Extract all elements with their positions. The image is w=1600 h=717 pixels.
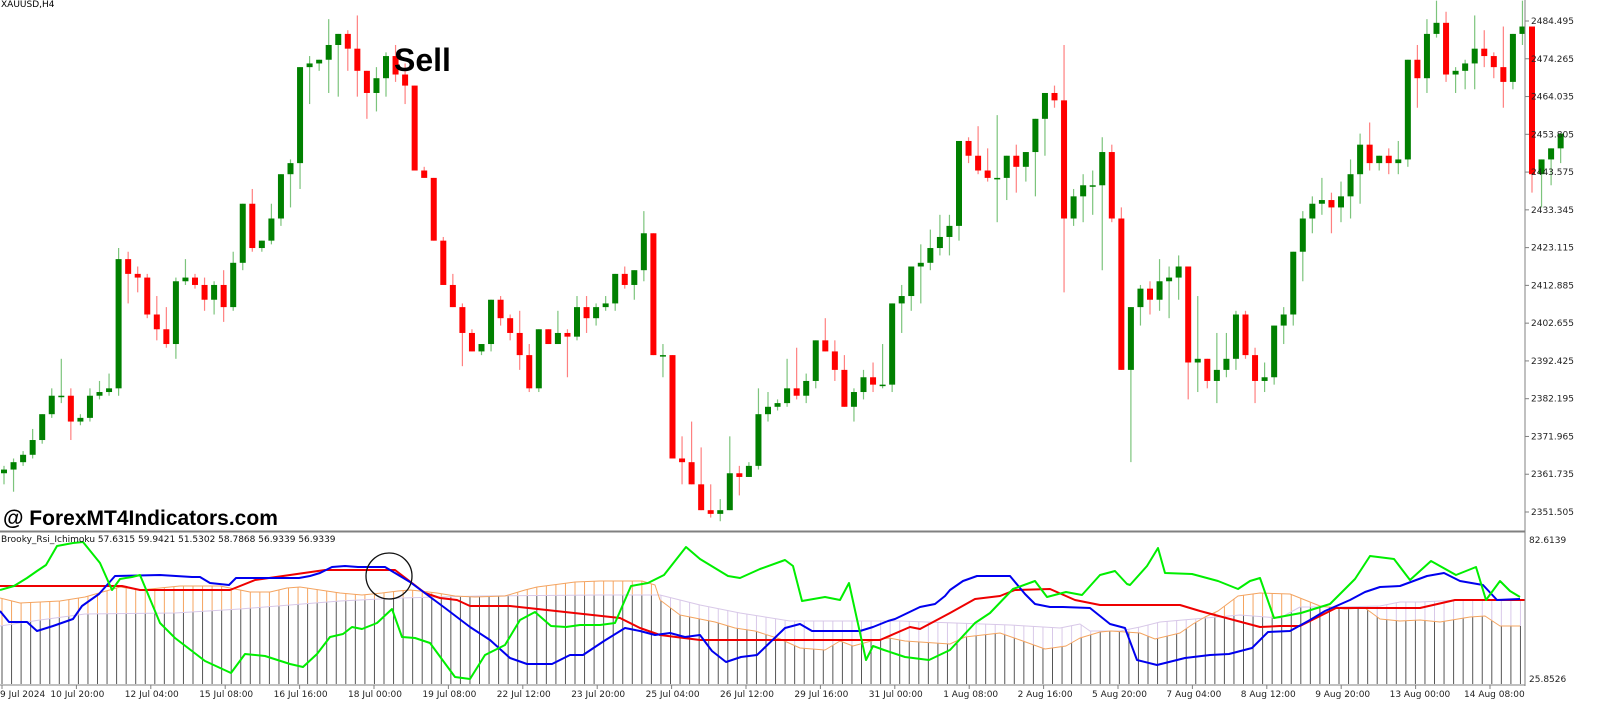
time-tick-label: 15 Jul 08:00	[199, 690, 253, 700]
time-tick-label: 31 Jul 00:00	[869, 690, 923, 700]
time-tick-label: 10 Jul 20:00	[50, 690, 104, 700]
time-tick-label: 29 Jul 16:00	[794, 690, 848, 700]
time-tick-label: 12 Jul 04:00	[125, 690, 179, 700]
price-tick-label: 2453.805	[1531, 130, 1574, 140]
time-tick-label: 25 Jul 04:00	[646, 690, 700, 700]
time-tick-label: 7 Aug 04:00	[1166, 690, 1221, 700]
price-tick-label: 2474.265	[1531, 55, 1574, 65]
sell-signal-label: Sell	[394, 42, 451, 78]
price-tick-label: 2433.345	[1531, 206, 1574, 216]
time-tick-label: 14 Aug 08:00	[1464, 690, 1525, 700]
price-tick-label: 2361.735	[1531, 470, 1574, 480]
price-tick-label: 2402.655	[1531, 319, 1574, 329]
time-tick-label: 1 Aug 08:00	[943, 690, 998, 700]
time-tick-label: 16 Jul 16:00	[274, 690, 328, 700]
price-tick-label: 2423.115	[1531, 244, 1574, 254]
indicator-histogram	[1, 581, 1521, 684]
time-tick-label: 9 Jul 2024	[0, 690, 45, 700]
time-tick-label: 9 Aug 20:00	[1315, 690, 1370, 700]
time-tick-label: 13 Aug 00:00	[1390, 690, 1451, 700]
indicator-lines	[0, 541, 1525, 680]
time-tick-label: 23 Jul 20:00	[571, 690, 625, 700]
price-candles	[1, 0, 1564, 522]
time-tick-label: 19 Jul 08:00	[422, 690, 476, 700]
price-axis-labels: 2484.495 2474.265 2464.035 2453.805 2443.575…	[1525, 17, 1574, 518]
indicator-axis-min: 25.8526	[1529, 675, 1566, 685]
price-tick-label: 2464.035	[1531, 93, 1574, 103]
price-tick-label: 2412.885	[1531, 281, 1574, 291]
price-tick-label: 2351.505	[1531, 508, 1574, 518]
time-tick-label: 8 Aug 12:00	[1241, 690, 1296, 700]
price-tick-label: 2371.965	[1531, 432, 1574, 442]
price-tick-label: 2382.195	[1531, 395, 1574, 405]
cross-highlight-circle	[365, 552, 413, 600]
time-tick-label: 18 Jul 00:00	[348, 690, 402, 700]
time-tick-label: 26 Jul 12:00	[720, 690, 774, 700]
watermark-text: @ ForexMT4Indicators.com	[3, 507, 278, 530]
time-axis-labels: 9 Jul 2024 10 Jul 20:00 12 Jul 04:00 15 Jul…	[0, 685, 1525, 700]
symbol-title: XAUUSD,H4	[1, 0, 55, 10]
time-tick-label: 2 Aug 16:00	[1018, 690, 1073, 700]
indicator-title: Brooky_Rsi_Ichimoku 57.6315 59.9421 51.5…	[1, 535, 336, 545]
time-tick-label: 22 Jul 12:00	[497, 690, 551, 700]
indicator-axis-max: 82.6139	[1529, 536, 1566, 546]
price-tick-label: 2392.425	[1531, 357, 1574, 367]
price-tick-label: 2443.575	[1531, 168, 1574, 178]
price-tick-label: 2484.495	[1531, 17, 1574, 27]
time-tick-label: 5 Aug 20:00	[1092, 690, 1147, 700]
